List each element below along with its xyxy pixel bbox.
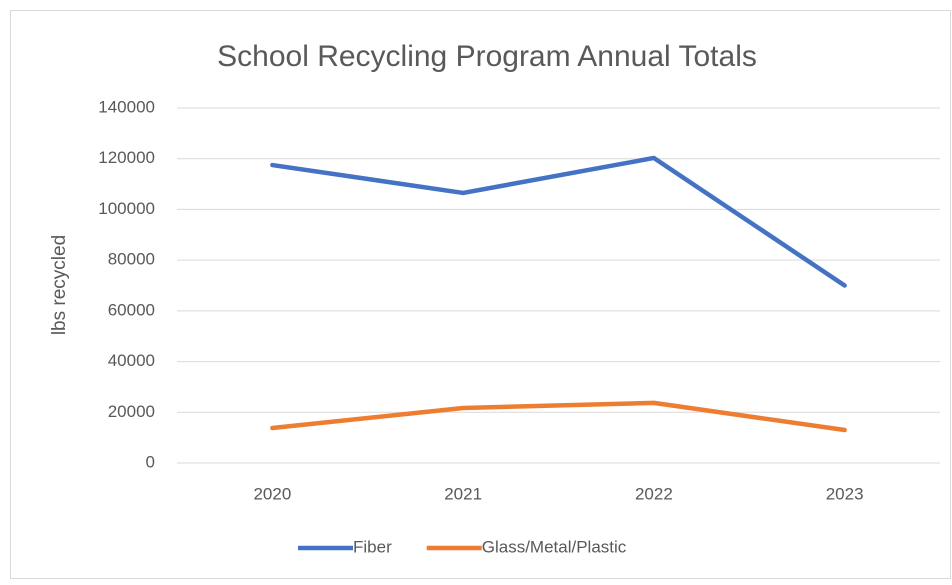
y-axis-label: lbs recycled [49,235,70,335]
series-line [270,155,847,288]
chart-title: School Recycling Program Annual Totals [217,40,757,73]
series-line [270,400,847,433]
y-tick-label: 120000 [98,148,155,167]
legend-label: Fiber [353,537,392,556]
y-tick-label: 0 [146,452,155,471]
y-tick-label: 40000 [108,351,155,370]
y-tick-label: 80000 [108,250,155,269]
x-tick-label: 2021 [444,484,482,503]
y-tick-label: 20000 [108,402,155,421]
x-tick-label: 2023 [826,484,864,503]
y-tick-label: 100000 [98,199,155,218]
x-tick-label: 2020 [253,484,291,503]
chart-border [10,10,951,579]
legend-label: Glass/Metal/Plastic [482,537,627,556]
x-tick-label: 2022 [635,484,673,503]
y-tick-label: 60000 [108,300,155,319]
y-tick-label: 140000 [98,97,155,116]
